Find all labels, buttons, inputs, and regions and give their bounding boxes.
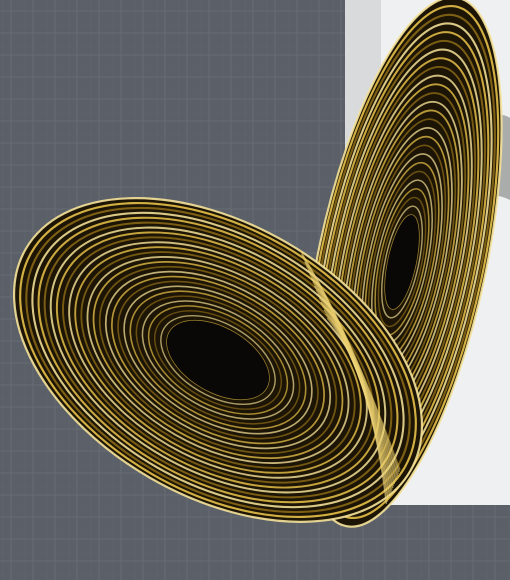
left-lobe-ring <box>55 231 381 489</box>
right-lobe-ring <box>377 196 427 328</box>
left-lobe-ring <box>74 246 362 474</box>
crossing-strand <box>326 317 388 505</box>
crossing-strands <box>299 249 401 505</box>
left-lobe-ring <box>160 314 276 406</box>
left-lobe-ring <box>117 280 319 440</box>
left-lobe-ring <box>111 275 325 445</box>
left-lobe-ring <box>129 290 307 430</box>
right-lobe-core <box>385 214 419 310</box>
left-lobe-ring <box>62 236 374 484</box>
left-lobe-ring <box>86 256 350 464</box>
left-lobe-ring <box>80 251 356 469</box>
left-lobe-core <box>166 320 270 400</box>
left-lobe <box>12 197 424 523</box>
left-lobe-ring <box>19 201 417 519</box>
left-lobe-ring <box>153 310 283 410</box>
left-lobe-ring <box>104 270 332 450</box>
right-lobe-ring <box>381 205 423 319</box>
left-lobe-ring <box>98 265 338 455</box>
left-lobe-ring <box>12 197 424 523</box>
left-lobe-ring <box>123 285 313 435</box>
left-lobe-ring <box>141 300 295 420</box>
right-lobe-ring <box>304 4 500 520</box>
left-lobe-ring <box>147 305 289 415</box>
right-lobe-ring <box>301 0 503 528</box>
left-lobe-ring <box>49 226 387 494</box>
left-lobe-ring <box>92 260 344 460</box>
left-lobe-ring <box>25 206 411 514</box>
left-lobe-ring <box>135 295 301 425</box>
left-lobe-ring <box>68 241 368 479</box>
